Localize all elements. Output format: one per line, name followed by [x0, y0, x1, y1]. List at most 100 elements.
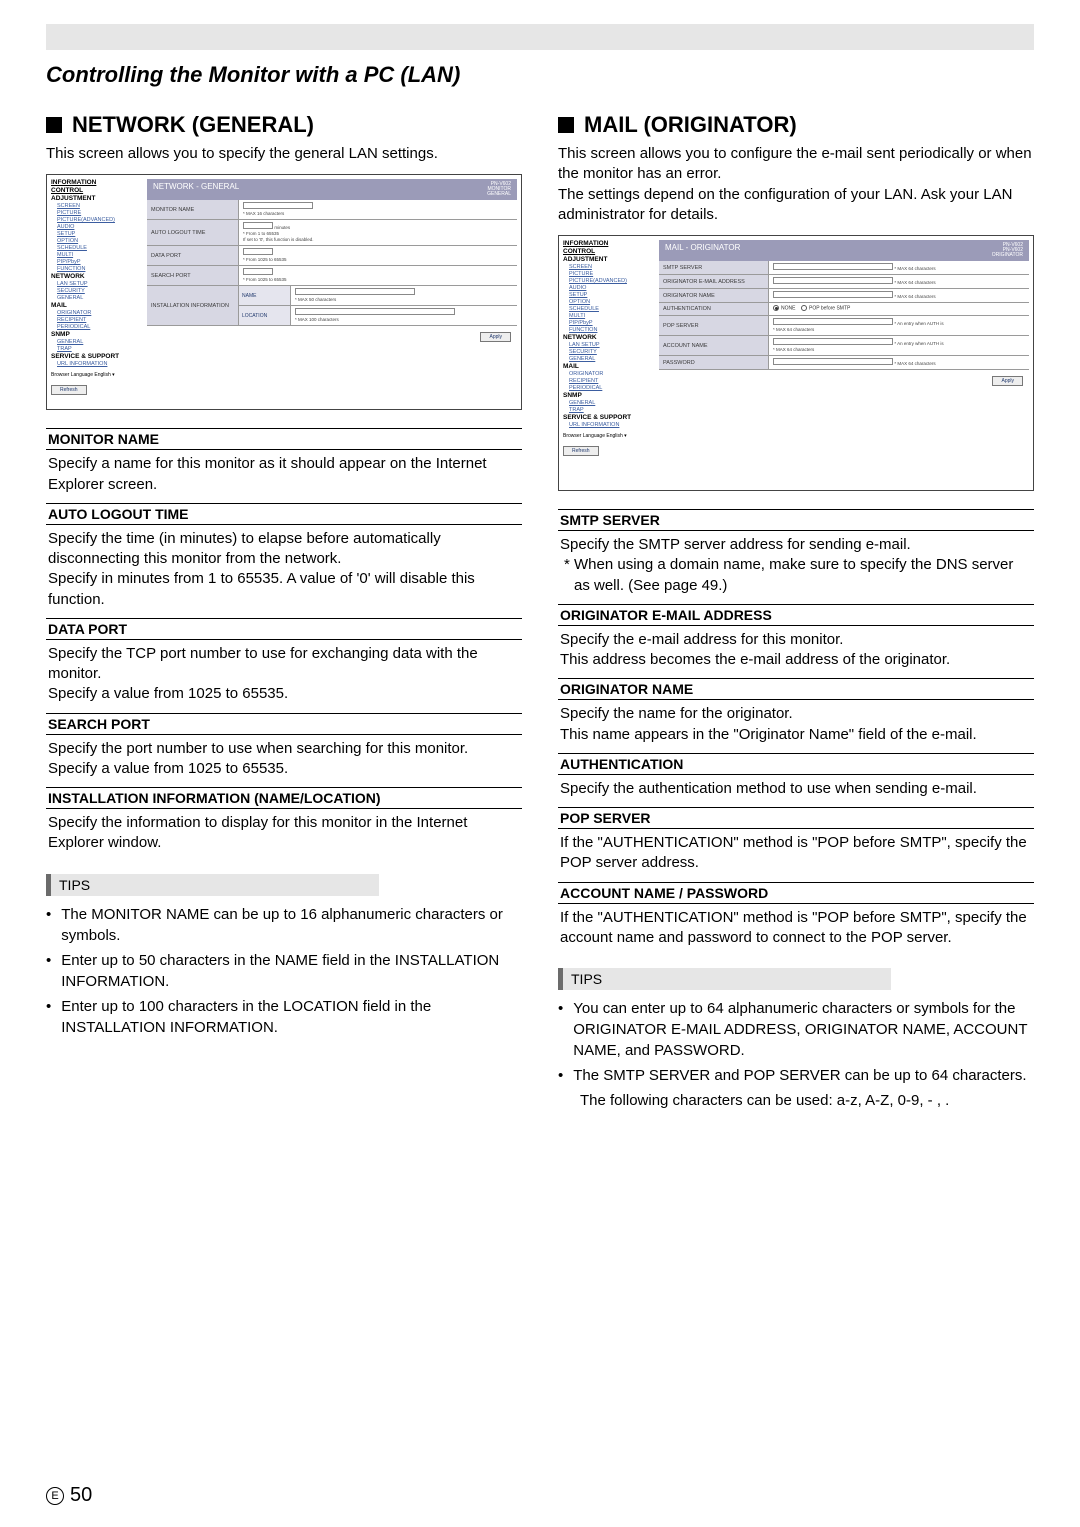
nav-schedule[interactable]: SCHEDULE	[569, 306, 655, 312]
nav-lan-setup[interactable]: LAN SETUP	[57, 281, 143, 287]
nav-mail: MAIL	[563, 363, 655, 370]
apply-button[interactable]: Apply	[480, 332, 511, 342]
inp-auto-logout[interactable]	[243, 222, 273, 229]
left-sec-0-title: MONITOR NAME	[46, 428, 522, 450]
nav-service: SERVICE & SUPPORT	[51, 353, 143, 360]
nav-function[interactable]: FUNCTION	[569, 327, 655, 333]
radio-none[interactable]	[773, 305, 779, 311]
nav-snmp-general[interactable]: GENERAL	[569, 400, 655, 406]
nav-snmp-general[interactable]: GENERAL	[57, 339, 143, 345]
lbl-pop: POP SERVER	[659, 316, 769, 335]
lbl-password: PASSWORD	[659, 356, 769, 369]
nav-periodical[interactable]: PERIODICAL	[57, 324, 143, 330]
cell-password: * MAX 64 characters	[769, 356, 1029, 369]
nav-snmp-trap[interactable]: TRAP	[57, 346, 143, 352]
nav-security[interactable]: SECURITY	[57, 288, 143, 294]
nav-pip[interactable]: PIP/PbyP	[569, 320, 655, 326]
nav-service: SERVICE & SUPPORT	[563, 414, 655, 421]
left-sec-4-title: INSTALLATION INFORMATION (NAME/LOCATION)	[46, 787, 522, 809]
left-sec-0-body: Specify a name for this monitor as it sh…	[46, 454, 522, 497]
nav-url-info[interactable]: URL INFORMATION	[569, 422, 655, 428]
right-tip-0: •You can enter up to 64 alphanumeric cha…	[558, 998, 1034, 1061]
right-sec-1: ORIGINATOR E-MAIL ADDRESS Specify the e-…	[558, 604, 1034, 673]
inp-password[interactable]	[773, 358, 893, 365]
nav-option[interactable]: OPTION	[57, 238, 143, 244]
lbl-orig-email: ORIGINATOR E-MAIL ADDRESS	[659, 275, 769, 288]
inp-install-name[interactable]	[295, 288, 415, 295]
nav-picture[interactable]: PICTURE	[569, 271, 655, 277]
nav-originator[interactable]: ORIGINATOR	[569, 371, 655, 377]
inp-monitor-name[interactable]	[243, 202, 313, 209]
right-heading: MAIL (ORIGINATOR)	[558, 112, 1034, 138]
nav-control[interactable]: CONTROL	[51, 187, 143, 194]
hint-pop: * MAX 64 characters	[773, 327, 814, 332]
nav-network: NETWORK	[51, 273, 143, 280]
nav-general[interactable]: GENERAL	[569, 356, 655, 362]
inp-install-loc[interactable]	[295, 308, 455, 315]
nav-picture[interactable]: PICTURE	[57, 210, 143, 216]
nav-screen[interactable]: SCREEN	[569, 264, 655, 270]
nav-audio[interactable]: AUDIO	[57, 224, 143, 230]
nav-function[interactable]: FUNCTION	[57, 266, 143, 272]
nav-snmp-trap[interactable]: TRAP	[569, 407, 655, 413]
nav-info[interactable]: INFORMATION	[563, 240, 655, 247]
screenshot-main: NETWORK - GENERAL PN-V602 MONITOR GENERA…	[147, 179, 517, 405]
right-sec-3-body: Specify the authentication method to use…	[558, 779, 1034, 801]
right-sec-5-body: If the "AUTHENTICATION" method is "POP b…	[558, 908, 1034, 951]
nav-setup[interactable]: SETUP	[57, 231, 143, 237]
inp-account[interactable]	[773, 338, 893, 345]
nav-setup[interactable]: SETUP	[569, 292, 655, 298]
page-number-value: 50	[70, 1484, 92, 1507]
inp-pop[interactable]	[773, 318, 893, 325]
nav-security[interactable]: SECURITY	[569, 349, 655, 355]
nav-pip[interactable]: PIP/PbyP	[57, 259, 143, 265]
nav-screen[interactable]: SCREEN	[57, 203, 143, 209]
refresh-button[interactable]: Refresh	[563, 446, 599, 456]
left-sec-3-body: Specify the port number to use when sear…	[46, 739, 522, 782]
nav-audio[interactable]: AUDIO	[569, 285, 655, 291]
inp-orig-name[interactable]	[773, 291, 893, 298]
inp-smtp[interactable]	[773, 263, 893, 270]
left-sec-3: SEARCH PORT Specify the port number to u…	[46, 713, 522, 782]
nav-picture-adv[interactable]: PICTURE(ADVANCED)	[569, 278, 655, 284]
row-monitor-name: MONITOR NAME * MAX 16 characters	[147, 200, 517, 220]
lbl-auto-logout: AUTO LOGOUT TIME	[147, 220, 239, 245]
apply-button[interactable]: Apply	[992, 376, 1023, 386]
right-intro: This screen allows you to configure the …	[558, 144, 1034, 225]
nav-url-info[interactable]: URL INFORMATION	[57, 361, 143, 367]
nav-control[interactable]: CONTROL	[563, 248, 655, 255]
inp-data-port[interactable]	[243, 248, 273, 255]
radio-pop[interactable]	[801, 305, 807, 311]
left-sec-0: MONITOR NAME Specify a name for this mon…	[46, 428, 522, 497]
nav-multi[interactable]: MULTI	[569, 313, 655, 319]
page-number: E 50	[46, 1484, 92, 1507]
left-heading: NETWORK (GENERAL)	[46, 112, 522, 138]
cell-install-loc: * MAX 100 characters	[291, 306, 517, 325]
nav-originator[interactable]: ORIGINATOR	[57, 310, 143, 316]
right-sec-5: ACCOUNT NAME / PASSWORD If the "AUTHENTI…	[558, 882, 1034, 951]
nav-recipient[interactable]: RECIPIENT	[569, 378, 655, 384]
right-sec-5-title: ACCOUNT NAME / PASSWORD	[558, 882, 1034, 904]
nav-multi[interactable]: MULTI	[57, 252, 143, 258]
left-sec-1: AUTO LOGOUT TIME Specify the time (in mi…	[46, 503, 522, 612]
nav-option[interactable]: OPTION	[569, 299, 655, 305]
nav-schedule[interactable]: SCHEDULE	[57, 245, 143, 251]
nav-periodical[interactable]: PERIODICAL	[569, 385, 655, 391]
cell-account: * An entry when AUTH is* MAX 64 characte…	[769, 336, 1029, 355]
inp-orig-email[interactable]	[773, 277, 893, 284]
right-heading-text: MAIL (ORIGINATOR)	[584, 112, 797, 138]
nav-picture-adv[interactable]: PICTURE(ADVANCED)	[57, 217, 143, 223]
nav-mail: MAIL	[51, 302, 143, 309]
nav-recipient[interactable]: RECIPIENT	[57, 317, 143, 323]
nav-lang[interactable]: Browser Language English ▾	[563, 433, 655, 439]
inp-search-port[interactable]	[243, 268, 273, 275]
left-sec-4-body: Specify the information to display for t…	[46, 813, 522, 856]
nav-general[interactable]: GENERAL	[57, 295, 143, 301]
refresh-button[interactable]: Refresh	[51, 385, 87, 395]
circle-e-icon: E	[46, 1487, 64, 1505]
nav-lang[interactable]: Browser Language English ▾	[51, 372, 143, 378]
nav-lan-setup[interactable]: LAN SETUP	[569, 342, 655, 348]
nav-adjustment: ADJUSTMENT	[51, 195, 143, 202]
nav-info[interactable]: INFORMATION	[51, 179, 143, 186]
lbl-account: ACCOUNT NAME	[659, 336, 769, 355]
